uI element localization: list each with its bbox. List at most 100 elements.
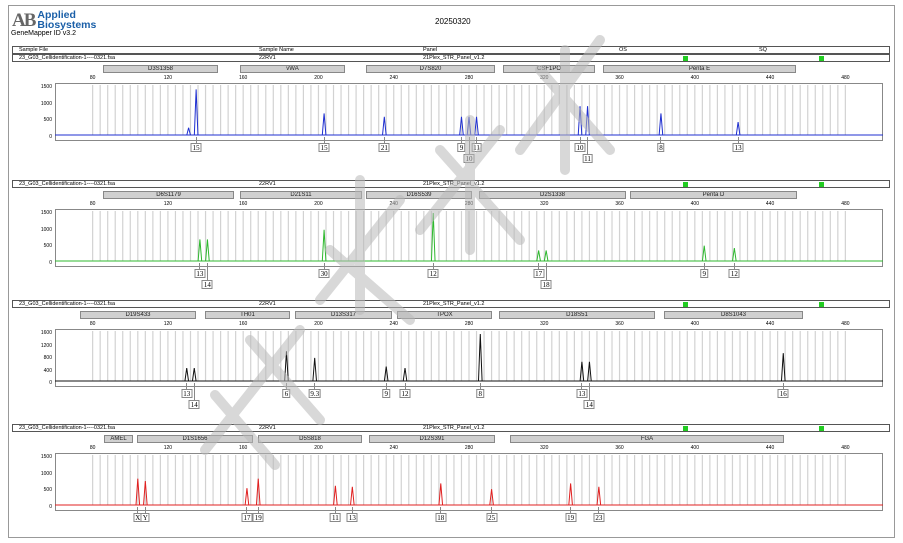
x-tick-label: 120: [163, 445, 173, 451]
peak: [489, 489, 494, 506]
allele-call-label[interactable]: 13: [194, 269, 206, 278]
marker-bin[interactable]: D13S317: [295, 311, 392, 319]
allele-call-label[interactable]: 23: [593, 513, 605, 522]
marker-row: D6S1179 D21S11 D16S539 D2S1338 Penta D: [0, 191, 903, 200]
allele-callout-line: [703, 263, 705, 269]
applied-biosystems-logo: AB Applied Biosystems: [12, 10, 96, 31]
peak: [244, 488, 250, 506]
x-tick-label: 240: [389, 321, 398, 327]
allele-call-label[interactable]: 13: [181, 389, 193, 398]
allele-call-label[interactable]: 13: [732, 143, 744, 152]
marker-bin[interactable]: TPOX: [397, 311, 492, 319]
x-tick-label: 440: [765, 321, 775, 327]
allele-call-label[interactable]: 6: [282, 389, 291, 398]
allele-call-label[interactable]: 25: [486, 513, 498, 522]
marker-bin[interactable]: FGA: [510, 435, 784, 443]
x-tick-label: 200: [314, 321, 323, 327]
x-tick-label: 160: [239, 201, 248, 207]
allele-call-label[interactable]: 14: [583, 400, 595, 409]
marker-bin[interactable]: Penta D: [630, 191, 797, 199]
y-tick-label: 1000: [40, 470, 52, 477]
allele-call-label[interactable]: 11: [582, 154, 593, 163]
allele-call-label[interactable]: 15: [190, 143, 202, 152]
os-quality-flag: [683, 302, 688, 307]
allele-call-label[interactable]: 8: [657, 143, 665, 152]
marker-bin[interactable]: AMEL: [104, 435, 133, 443]
allele-call-label[interactable]: 21: [378, 143, 390, 152]
peak: [193, 89, 199, 136]
allele-call-label[interactable]: 11: [471, 143, 482, 152]
marker-bin[interactable]: D1S1656: [137, 435, 253, 443]
allele-call-label[interactable]: 13: [346, 513, 358, 522]
x-tick-label: 200: [314, 201, 323, 207]
x-tick-label: 200: [314, 75, 323, 81]
allele-call-label[interactable]: 9: [700, 269, 708, 278]
marker-bin[interactable]: D7S820: [366, 65, 495, 73]
allele-call-label[interactable]: Y: [140, 513, 150, 522]
x-tick-label: 80: [89, 445, 96, 451]
peak: [577, 106, 583, 136]
allele-call-label[interactable]: 8: [476, 389, 485, 398]
marker-bin[interactable]: D16S539: [366, 191, 472, 199]
marker-bin[interactable]: D19S433: [80, 311, 196, 319]
allele-call-label[interactable]: 14: [188, 400, 200, 409]
allele-call-label[interactable]: 9.3: [308, 389, 322, 398]
x-tick-label: 160: [239, 445, 248, 451]
x-tick-label: 80: [89, 321, 96, 327]
marker-bin[interactable]: vWA: [240, 65, 345, 73]
allele-call-label[interactable]: 30: [318, 269, 330, 278]
marker-bin[interactable]: Penta E: [603, 65, 796, 73]
sample-file: 23_G03_Cellidentification-1----0321.fsa: [19, 425, 115, 431]
marker-bin[interactable]: CSF1PO: [503, 65, 595, 73]
allele-call-label[interactable]: 16: [777, 389, 789, 398]
allele-callout-line: [440, 507, 442, 513]
electropherogram-plot[interactable]: [55, 329, 883, 387]
marker-bin[interactable]: D3S1358: [103, 65, 218, 73]
allele-call-label[interactable]: 19: [252, 513, 264, 522]
allele-callout-line: [598, 507, 600, 513]
x-tick-label: 280: [464, 201, 474, 207]
marker-bin[interactable]: D18S51: [499, 311, 655, 319]
x-tick-label: 200: [314, 445, 323, 451]
allele-call-label[interactable]: 17: [533, 269, 545, 278]
panel-info-row: 23_G03_Cellidentification-1----0321.fsa 2…: [12, 424, 890, 432]
allele-call-label[interactable]: 19: [565, 513, 577, 522]
allele-call-label[interactable]: 12: [728, 269, 740, 278]
allele-call-label[interactable]: 17: [241, 513, 253, 522]
marker-bin[interactable]: TH01: [205, 311, 290, 319]
allele-call-label[interactable]: 13: [576, 389, 588, 398]
panel-name: 21Plex_STR_Panel_v1.2: [423, 301, 485, 307]
marker-bin[interactable]: D8S1043: [664, 311, 803, 319]
allele-call-label[interactable]: 9: [382, 389, 390, 398]
allele-call-label[interactable]: 12: [427, 269, 439, 278]
marker-bin[interactable]: D21S11: [240, 191, 362, 199]
peak: [658, 113, 664, 136]
electropherogram-plot[interactable]: [55, 453, 883, 511]
allele-call-label[interactable]: 10: [574, 143, 586, 152]
allele-callout-line: [195, 137, 197, 143]
allele-callout-line: [257, 507, 259, 513]
x-tick-label: 160: [239, 75, 248, 81]
peak: [430, 212, 436, 262]
allele-callout-line: [660, 137, 662, 143]
allele-callout-line: [432, 263, 434, 269]
allele-call-label[interactable]: 11: [330, 513, 341, 522]
col-panel: Panel: [423, 47, 438, 53]
allele-callout-line: [144, 507, 146, 513]
trace-svg: [55, 211, 883, 262]
marker-bin[interactable]: D2S1338: [479, 191, 626, 199]
x-tick-label: 240: [389, 445, 398, 451]
marker-bin[interactable]: D6S1179: [103, 191, 234, 199]
allele-call-label[interactable]: 15: [318, 143, 330, 152]
allele-call-label[interactable]: 10: [463, 154, 475, 163]
allele-call-label[interactable]: 18: [435, 513, 447, 522]
y-tick-label: 0: [49, 134, 52, 140]
allele-call-label[interactable]: 18: [540, 280, 552, 289]
x-tick-label: 80: [89, 201, 96, 207]
allele-call-label[interactable]: 9: [457, 143, 466, 152]
allele-call-label[interactable]: 12: [399, 389, 411, 398]
allele-call-label[interactable]: 14: [201, 280, 213, 289]
sample-name: 22RV1: [259, 181, 276, 187]
marker-bin[interactable]: D12S391: [369, 435, 495, 443]
marker-bin[interactable]: D5S818: [258, 435, 362, 443]
